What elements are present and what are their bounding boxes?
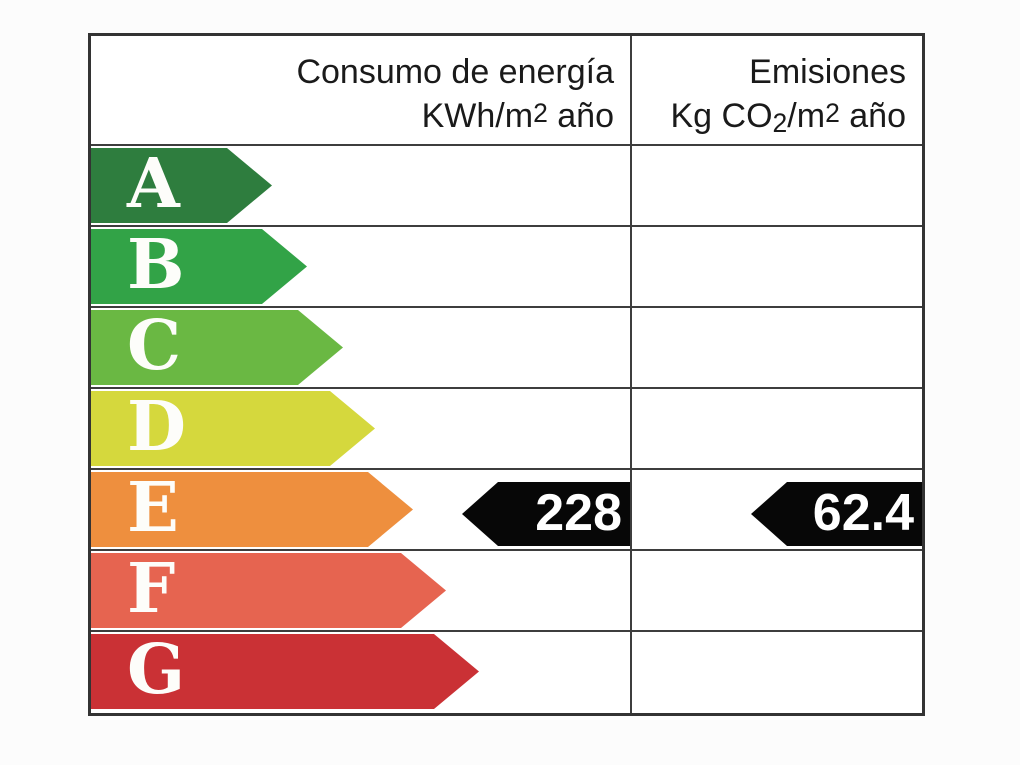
superscript-2: 2 [533, 98, 548, 129]
rating-letter-e: E [127, 468, 179, 548]
rating-arrow-g-icon: G [91, 634, 479, 709]
rating-arrow-c-icon: C [91, 310, 343, 385]
rating-letter-f: F [127, 549, 176, 629]
consumption-cell-b: B [91, 227, 632, 306]
consumption-cell-d: D [91, 389, 632, 468]
rating-letter-a: A [127, 144, 180, 224]
emissions-cell-a [632, 146, 922, 225]
consumption-cell-f: F [91, 551, 632, 630]
consumption-cell-e: E 228 [91, 470, 632, 549]
subscript-2: 2 [772, 107, 788, 138]
energy-rating-table: Consumo de energía KWh/m2 año Emisiones … [88, 33, 925, 716]
consumption-header-line2: KWh/m2 año [421, 97, 614, 135]
emissions-header-line2: Kg CO2/m2 año [670, 97, 906, 138]
rating-arrow-b-icon: B [91, 229, 307, 304]
consumption-value-arrow-icon: 228 [462, 482, 630, 546]
rating-letter-d: D [127, 387, 186, 467]
emissions-value-arrow-icon: 62.4 [751, 482, 922, 546]
consumption-column-header: Consumo de energía KWh/m2 año [91, 36, 632, 144]
superscript-2: 2 [825, 98, 840, 129]
emissions-column-header: Emisiones Kg CO2/m2 año [632, 36, 922, 144]
consumption-cell-c: C [91, 308, 632, 387]
emissions-cell-b [632, 227, 922, 306]
rating-arrow-d-icon: D [91, 391, 375, 466]
emissions-cell-g [632, 632, 922, 713]
table-header-row: Consumo de energía KWh/m2 año Emisiones … [91, 36, 922, 146]
rating-row-f: F [91, 551, 922, 632]
rating-row-e: E 228 62.4 [91, 470, 922, 551]
consumption-value: 228 [535, 484, 622, 542]
emissions-cell-f [632, 551, 922, 630]
consumption-header-line1: Consumo de energía [296, 53, 614, 91]
consumption-cell-g: G [91, 632, 632, 713]
emissions-cell-e: 62.4 [632, 470, 922, 549]
rating-arrow-e-icon: E [91, 472, 413, 547]
rating-arrow-a-icon: A [91, 148, 272, 223]
rating-row-a: A [91, 146, 922, 227]
emissions-cell-c [632, 308, 922, 387]
rating-row-b: B [91, 227, 922, 308]
rating-row-g: G [91, 632, 922, 713]
rating-letter-g: G [127, 630, 186, 710]
rating-letter-c: C [127, 306, 182, 386]
consumption-cell-a: A [91, 146, 632, 225]
rating-row-d: D [91, 389, 922, 470]
rating-arrow-f-icon: F [91, 553, 446, 628]
emissions-cell-d [632, 389, 922, 468]
rating-row-c: C [91, 308, 922, 389]
emissions-value: 62.4 [812, 484, 914, 542]
rating-letter-b: B [127, 225, 185, 305]
emissions-header-line1: Emisiones [749, 53, 906, 91]
